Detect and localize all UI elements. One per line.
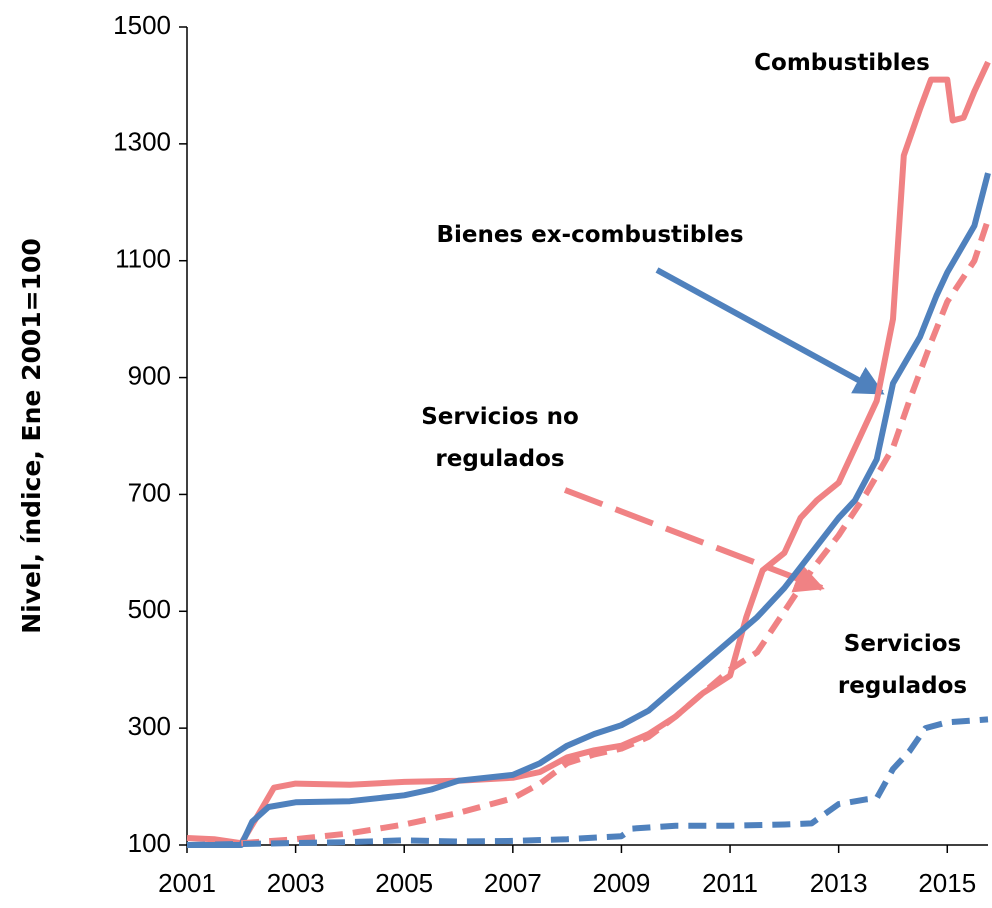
y-tick-label: 1300 <box>113 127 171 157</box>
x-tick-label: 2003 <box>267 868 325 898</box>
y-tick-label: 900 <box>128 360 171 390</box>
x-tick-label: 2009 <box>593 868 651 898</box>
annotation: Bienes ex-combustibles <box>436 222 744 248</box>
x-tick-label: 2011 <box>702 868 758 898</box>
x-tick-label: 2013 <box>810 868 868 898</box>
annotation-arrow <box>655 267 885 396</box>
y-tick-label: 1500 <box>113 10 171 40</box>
y-tick-label: 500 <box>128 594 171 624</box>
annotation-arrow <box>563 487 825 593</box>
y-axis-label: Nivel, índice, Ene 2001=100 <box>17 238 46 634</box>
annotation: Combustibles <box>754 50 930 76</box>
series-line <box>186 60 991 847</box>
x-tick-label: 2001 <box>158 868 216 898</box>
x-tick-label: 2005 <box>375 868 433 898</box>
x-tick-label: 2015 <box>918 868 976 898</box>
annotation: Servicios regulados <box>837 631 968 699</box>
series-line <box>186 716 989 848</box>
y-tick-label: 100 <box>128 828 171 858</box>
x-tick-label: 2007 <box>484 868 542 898</box>
y-tick-label: 1100 <box>115 244 171 274</box>
y-tick-label: 700 <box>128 477 171 507</box>
annotation: Servicios no regulados <box>421 404 579 472</box>
series-line <box>187 172 991 848</box>
y-tick-label: 300 <box>128 711 171 741</box>
